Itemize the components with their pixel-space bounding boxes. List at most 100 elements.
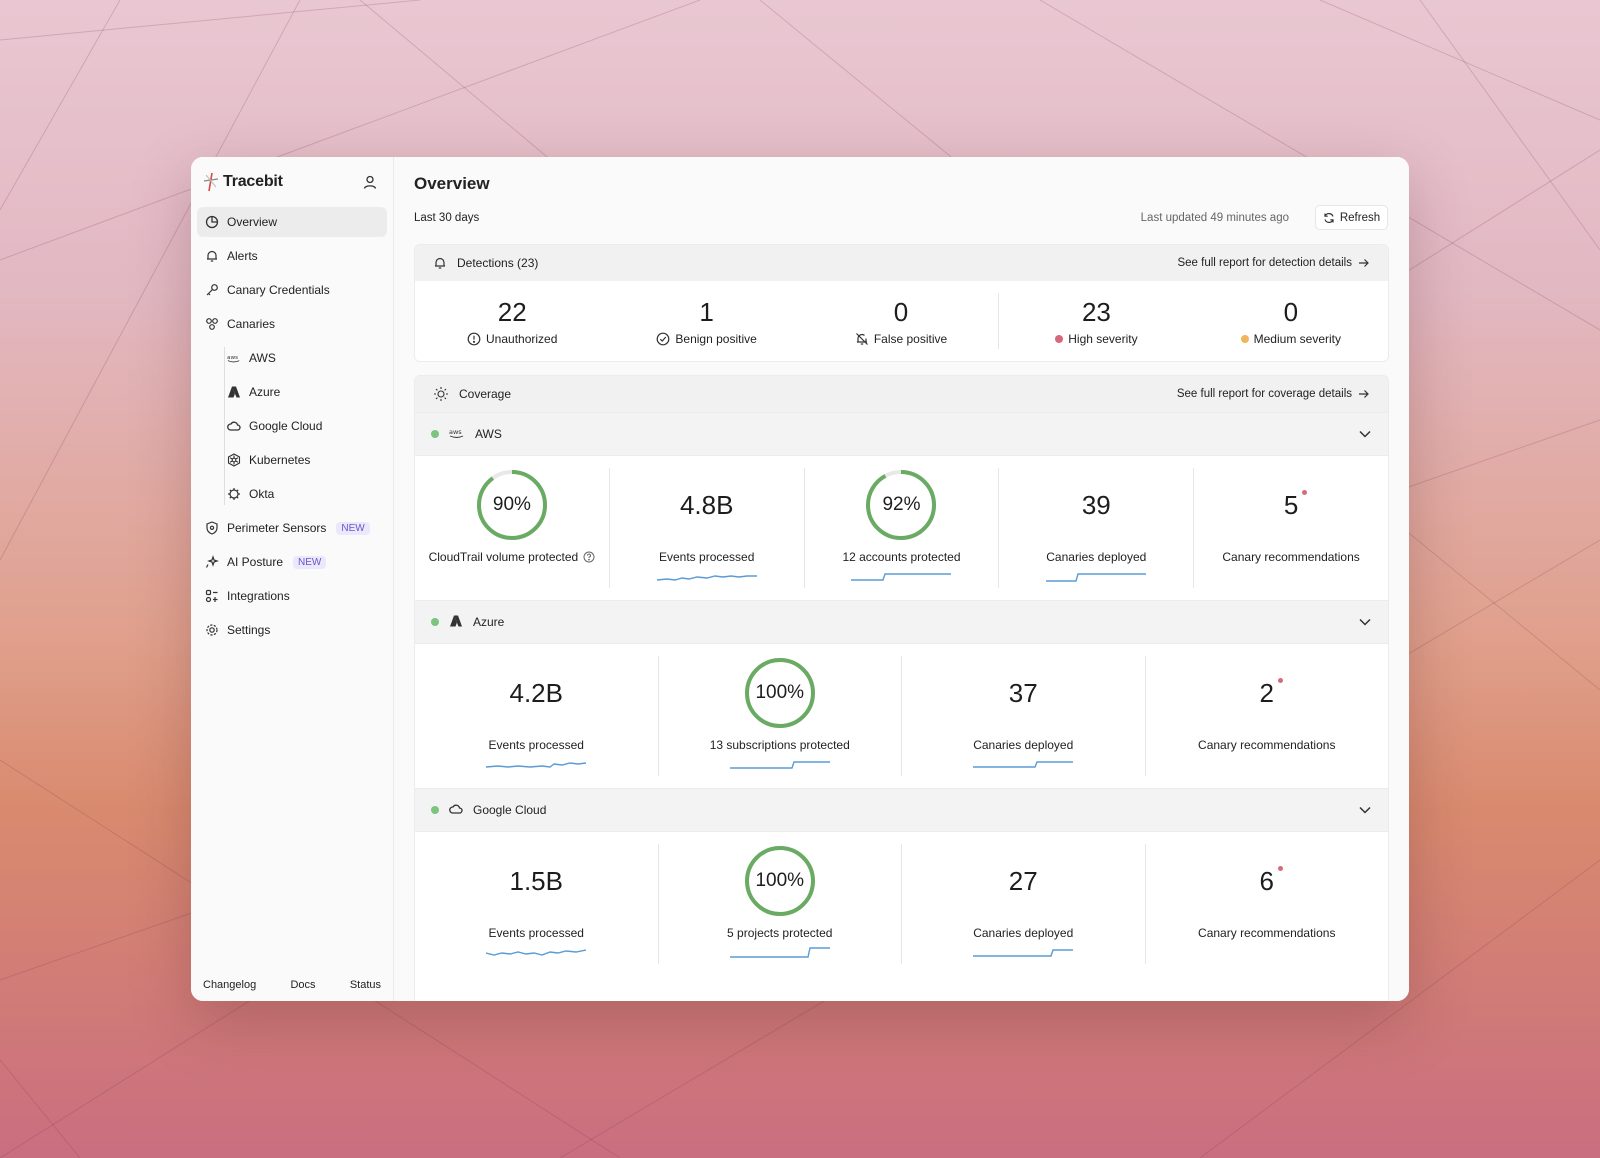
sidebar-item-aws[interactable]: aws AWS (197, 343, 387, 373)
sidebar-item-okta[interactable]: Okta (197, 479, 387, 509)
user-profile-button[interactable] (359, 171, 381, 193)
ring-percent: 100% (755, 682, 805, 703)
stat-label: Events processed (659, 550, 755, 564)
stat-unauthorized[interactable]: 22 Unauthorized (415, 297, 609, 346)
aws-accounts-protected[interactable]: 92% 12 accounts protected (805, 468, 999, 588)
bell-icon (205, 249, 219, 263)
divider (1144, 844, 1146, 964)
user-icon (363, 175, 377, 189)
stat-label: Canaries deployed (1046, 550, 1147, 564)
high-severity-dot (1055, 334, 1064, 343)
azure-icon (227, 385, 241, 399)
date-range-label: Last 30 days (414, 212, 480, 224)
refresh-label: Refresh (1339, 211, 1381, 224)
azure-canary-recommendations[interactable]: 2 Canary recommendations (1146, 656, 1389, 776)
bell-off-icon (855, 332, 868, 345)
last-updated-text: Last updated 49 minutes ago (1140, 212, 1289, 224)
ring-progress (744, 846, 815, 916)
chevron-down-icon[interactable] (1358, 617, 1372, 627)
divider (998, 468, 1000, 588)
ring-progress (476, 470, 547, 540)
ring-percent: 92% (882, 494, 921, 515)
sidebar-item-label: Canaries (227, 317, 276, 331)
chevron-down-icon[interactable] (1358, 429, 1372, 439)
changelog-link[interactable]: Changelog (203, 979, 257, 991)
stat-label: Events processed (488, 738, 584, 752)
stat-value: 39 (1081, 489, 1111, 520)
arrow-right-icon (1359, 259, 1369, 267)
sidebar-item-label: Google Cloud (249, 419, 323, 433)
notification-dot (1277, 866, 1283, 871)
sparkline (656, 575, 757, 581)
stat-value: 23 (1081, 296, 1111, 327)
aws-canary-recommendations[interactable]: 5 Canary recommendations (1194, 468, 1388, 588)
sidebar-item-settings[interactable]: Settings (197, 615, 387, 645)
detections-stats: 22 Unauthorized 1 Benign positive 0 Fals… (415, 281, 1388, 361)
aws-stats: 90% CloudTrail volume protected 4.8B Eve… (415, 456, 1388, 600)
stat-value: 0 (1283, 296, 1299, 327)
stat-medium-severity[interactable]: 0 Medium severity (1194, 297, 1388, 346)
stat-value: 5 (1283, 489, 1299, 520)
gcp-projects-protected[interactable]: 100% 5 projects protected (659, 844, 902, 964)
stat-false-positive[interactable]: 0 False positive (804, 297, 998, 346)
sidebar-item-perimeter-sensors[interactable]: Perimeter Sensors NEW (197, 513, 387, 543)
azure-events-processed[interactable]: 4.2B Events processed (415, 656, 658, 776)
sidebar-item-kubernetes[interactable]: Kubernetes (197, 445, 387, 475)
docs-link[interactable]: Docs (290, 979, 316, 991)
stat-value: 27 (1008, 865, 1038, 896)
stat-value: 4.8B (679, 489, 734, 520)
sidebar-item-google-cloud[interactable]: Google Cloud (197, 411, 387, 441)
sidebar-item-overview[interactable]: Overview (197, 207, 387, 237)
brand-logo[interactable]: Tracebit (203, 172, 283, 192)
coverage-report-link[interactable]: See full report for coverage details (1177, 388, 1370, 400)
aws-events-processed[interactable]: 4.8B Events processed (610, 468, 804, 588)
aws-section-header[interactable]: aws AWS (415, 412, 1388, 456)
sidebar-item-label: Okta (249, 487, 275, 501)
svg-text:aws: aws (449, 428, 462, 436)
stat-label: 13 subscriptions protected (709, 738, 850, 752)
google-cloud-section-header[interactable]: Google Cloud (415, 788, 1388, 832)
aws-canaries-deployed[interactable]: 39 Canaries deployed (999, 468, 1193, 588)
sidebar-item-azure[interactable]: Azure (197, 377, 387, 407)
stat-label: Events processed (488, 926, 584, 940)
sparkline (973, 949, 1074, 957)
progress-ring: 100% (743, 844, 817, 918)
divider (657, 844, 659, 964)
sidebar-item-canaries[interactable]: Canaries (197, 309, 387, 339)
coverage-header: Coverage See full report for coverage de… (415, 376, 1388, 412)
coverage-card: Coverage See full report for coverage de… (414, 375, 1389, 1001)
gcp-canary-recommendations[interactable]: 6 Canary recommendations (1146, 844, 1389, 964)
aws-cloudtrail-coverage[interactable]: 90% CloudTrail volume protected (415, 468, 609, 588)
stat-value: 22 (497, 296, 527, 327)
stat-high-severity[interactable]: 23 High severity (999, 297, 1193, 346)
azure-canaries-deployed[interactable]: 37 Canaries deployed (902, 656, 1145, 776)
sidebar-item-ai-posture[interactable]: AI Posture NEW (197, 547, 387, 577)
google-cloud-stats: 1.5B Events processed 100% 5 projects pr… (415, 832, 1388, 976)
gcp-events-processed[interactable]: 1.5B Events processed (415, 844, 658, 964)
new-badge: NEW (293, 555, 327, 569)
detections-report-link[interactable]: See full report for detection details (1177, 257, 1370, 269)
check-circle-icon (657, 332, 670, 345)
status-link[interactable]: Status (349, 979, 381, 991)
gcp-canaries-deployed[interactable]: 27 Canaries deployed (902, 844, 1145, 964)
sidebar-item-canary-credentials[interactable]: Canary Credentials (197, 275, 387, 305)
sparkline (1046, 573, 1147, 582)
sidebar-item-alerts[interactable]: Alerts (197, 241, 387, 271)
coverage-report-label: See full report for coverage details (1176, 388, 1352, 400)
refresh-button[interactable]: Refresh (1315, 205, 1388, 230)
arrow-right-icon (1359, 390, 1369, 398)
stat-label: 12 accounts protected (842, 550, 961, 564)
divider (998, 293, 1000, 349)
sidebar-item-label: Settings (227, 623, 271, 637)
azure-subscriptions-protected[interactable]: 100% 13 subscriptions protected (659, 656, 902, 776)
chevron-down-icon[interactable] (1358, 805, 1372, 815)
help-icon[interactable] (583, 551, 595, 563)
coverage-title: Coverage (459, 387, 512, 401)
sidebar-nav: Overview Alerts Canary Credentials Canar… (191, 207, 393, 645)
stat-benign-positive[interactable]: 1 Benign positive (609, 297, 803, 346)
brand-name: Tracebit (223, 173, 283, 190)
azure-section-header[interactable]: Azure (415, 600, 1388, 644)
sparkline (729, 761, 830, 769)
stat-label: Canary recommendations (1198, 926, 1336, 940)
sidebar-item-integrations[interactable]: Integrations (197, 581, 387, 611)
